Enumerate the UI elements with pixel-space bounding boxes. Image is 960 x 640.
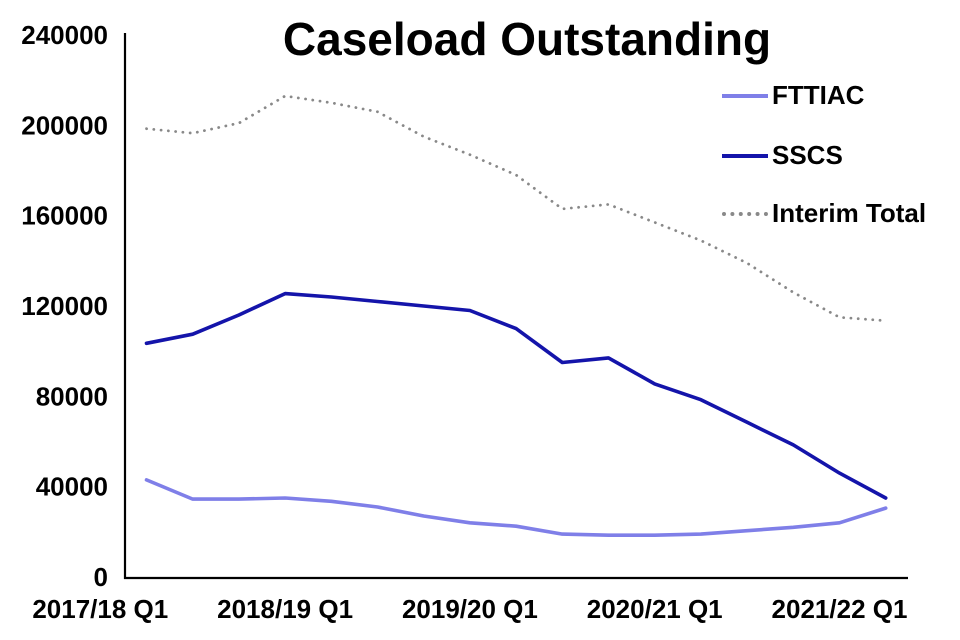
legend-label-sscs: SSCS: [772, 140, 843, 170]
legend-label-interim-total: Interim Total: [772, 198, 927, 228]
y-tick-label: 40000: [36, 472, 108, 502]
legend-label-fttiac: FTTIAC: [772, 80, 865, 110]
legend-item-interim-total: Interim Total: [722, 198, 926, 229]
chart-title: Caseload Outstanding: [282, 13, 772, 65]
x-tick-label: 2021/22 Q1: [772, 594, 908, 624]
legend-item-fttiac: FTTIAC: [722, 80, 864, 111]
y-tick-label: 200000: [21, 110, 108, 140]
interim-total-line-swatch-icon: [722, 211, 768, 216]
y-tick-label: 0: [94, 562, 108, 592]
interim-total-line: [145, 94, 888, 323]
legend-item-sscs: SSCS: [722, 140, 843, 171]
y-tick-label: 240000: [21, 20, 108, 50]
x-tick-label: 2020/21 Q1: [587, 594, 723, 624]
sscs-line: [144, 291, 888, 500]
x-tick-label: 2019/20 Q1: [402, 594, 538, 624]
y-tick-label: 120000: [21, 291, 108, 321]
fttiac-line: [144, 478, 888, 538]
fttiac-line-swatch-icon: [722, 93, 768, 98]
x-tick-label: 2017/18 Q1: [32, 594, 168, 624]
y-tick-label: 80000: [36, 381, 108, 411]
sscs-line-swatch-icon: [722, 153, 768, 158]
y-tick-label: 160000: [21, 201, 108, 231]
x-tick-label: 2018/19 Q1: [217, 594, 353, 624]
